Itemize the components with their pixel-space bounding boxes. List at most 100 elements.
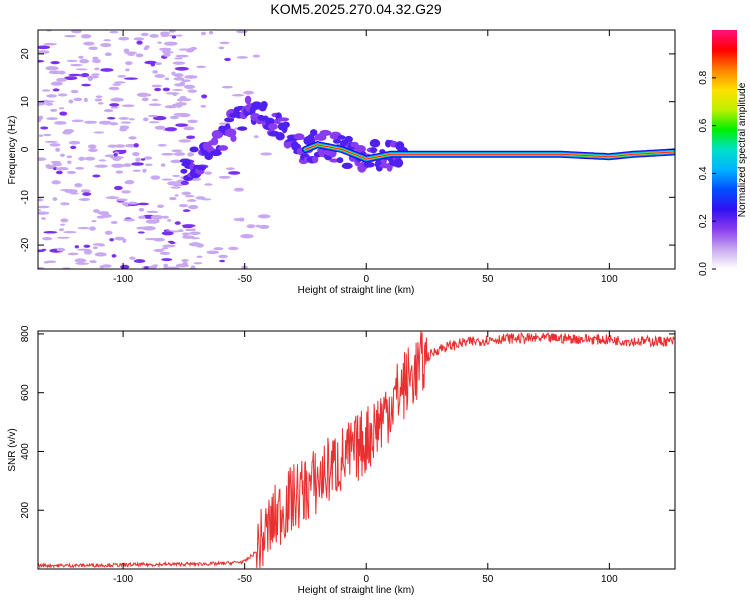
ridge-blob [189, 146, 199, 153]
noise-blob [140, 158, 146, 161]
noise-blob [204, 171, 212, 175]
noise-blob [176, 34, 183, 37]
noise-blob [146, 210, 159, 214]
noise-blob [178, 203, 189, 208]
noise-blob [257, 214, 271, 219]
noise-blob [119, 127, 128, 132]
noise-blob [201, 94, 208, 99]
noise-blob [162, 215, 169, 219]
ridge-blob [337, 135, 346, 140]
noise-blob [208, 31, 214, 35]
ridge-blob [369, 138, 381, 148]
noise-blob [167, 181, 179, 186]
noise-blob [94, 67, 100, 71]
noise-blob [93, 246, 98, 250]
spectrogram-ytick-label: 10 [20, 96, 31, 108]
snr-xtick-label: 50 [482, 574, 494, 585]
noise-blob [38, 59, 45, 63]
ridge-blob [196, 165, 207, 171]
noise-blob [218, 254, 228, 259]
noise-blob [71, 119, 84, 123]
noise-blob [171, 88, 184, 91]
snr-ylabel: SNR (v/v) [7, 428, 18, 471]
noise-blob [153, 237, 165, 242]
noise-blob [140, 93, 152, 97]
noise-blob [172, 92, 178, 97]
noise-blob [150, 62, 156, 67]
noise-blob [193, 241, 198, 246]
noise-blob [129, 256, 136, 260]
ridge-blob [267, 123, 278, 131]
noise-blob [104, 52, 112, 57]
noise-blob [87, 144, 97, 149]
noise-blob [200, 31, 207, 36]
noise-blob [75, 166, 85, 170]
snr-ytick-label: 600 [20, 384, 31, 401]
ridge-blob [341, 162, 353, 170]
ridge-blob [306, 134, 315, 144]
noise-blob [88, 46, 98, 51]
noise-blob [183, 84, 196, 89]
noise-blob [38, 205, 50, 209]
noise-blob [161, 231, 174, 236]
noise-blob [70, 63, 83, 67]
noise-blob [169, 115, 179, 120]
noise-blob [142, 117, 149, 122]
noise-blob [103, 109, 114, 113]
spectrogram-ytick-label: -20 [20, 237, 31, 252]
ridge-blob [237, 126, 248, 131]
noise-blob [109, 238, 114, 242]
noise-blob [171, 71, 176, 76]
snr-ytick-label: 800 [20, 325, 31, 342]
noise-blob [89, 260, 97, 264]
noise-blob [84, 120, 98, 124]
noise-blob [66, 170, 77, 175]
snr-xtick-label: 100 [601, 574, 618, 585]
noise-blob [174, 66, 189, 71]
noise-blob [118, 36, 130, 41]
noise-blob [143, 156, 153, 160]
ridge-blob [354, 144, 366, 154]
snr-ytick-label: 200 [20, 501, 31, 518]
noise-blob [141, 97, 149, 102]
noise-blob [152, 264, 159, 267]
noise-blob [88, 148, 98, 153]
noise-blob [231, 93, 245, 97]
noise-blob [125, 68, 130, 72]
colorbar-tick-label: 0.2 [698, 214, 709, 228]
ridge-blob [244, 95, 252, 105]
noise-blob [41, 89, 51, 92]
noise-blob [52, 197, 58, 201]
noise-blob [98, 159, 107, 162]
noise-blob [246, 224, 256, 229]
noise-blob [122, 163, 132, 167]
noise-blob [213, 247, 224, 251]
noise-blob [97, 211, 110, 215]
noise-blob [42, 236, 53, 241]
noise-blob [123, 77, 138, 80]
noise-blob [43, 231, 58, 234]
snr-series-line [38, 331, 675, 569]
colorbar-tick-label: 0.6 [698, 118, 709, 132]
noise-blob [187, 119, 198, 124]
noise-blob [60, 223, 66, 226]
noise-blob [175, 123, 189, 127]
noise-blob [84, 251, 92, 255]
colorbar-tick-label: 0.4 [698, 166, 709, 180]
noise-blob [157, 143, 167, 147]
noise-blob [100, 68, 114, 72]
spectrogram-xtick-label: 50 [482, 274, 494, 285]
noise-blob [94, 252, 107, 257]
ridge-blob [180, 168, 188, 174]
noise-blob [70, 89, 79, 94]
noise-blob [171, 149, 183, 153]
noise-blob [111, 163, 125, 168]
noise-blob [60, 218, 69, 223]
noise-blob [239, 217, 245, 222]
noise-blob [218, 175, 231, 179]
spectrogram-xtick-label: 100 [601, 274, 618, 285]
noise-blob [132, 169, 141, 172]
noise-blob [58, 70, 66, 75]
noise-blob [181, 259, 189, 262]
noise-blob [155, 218, 160, 222]
